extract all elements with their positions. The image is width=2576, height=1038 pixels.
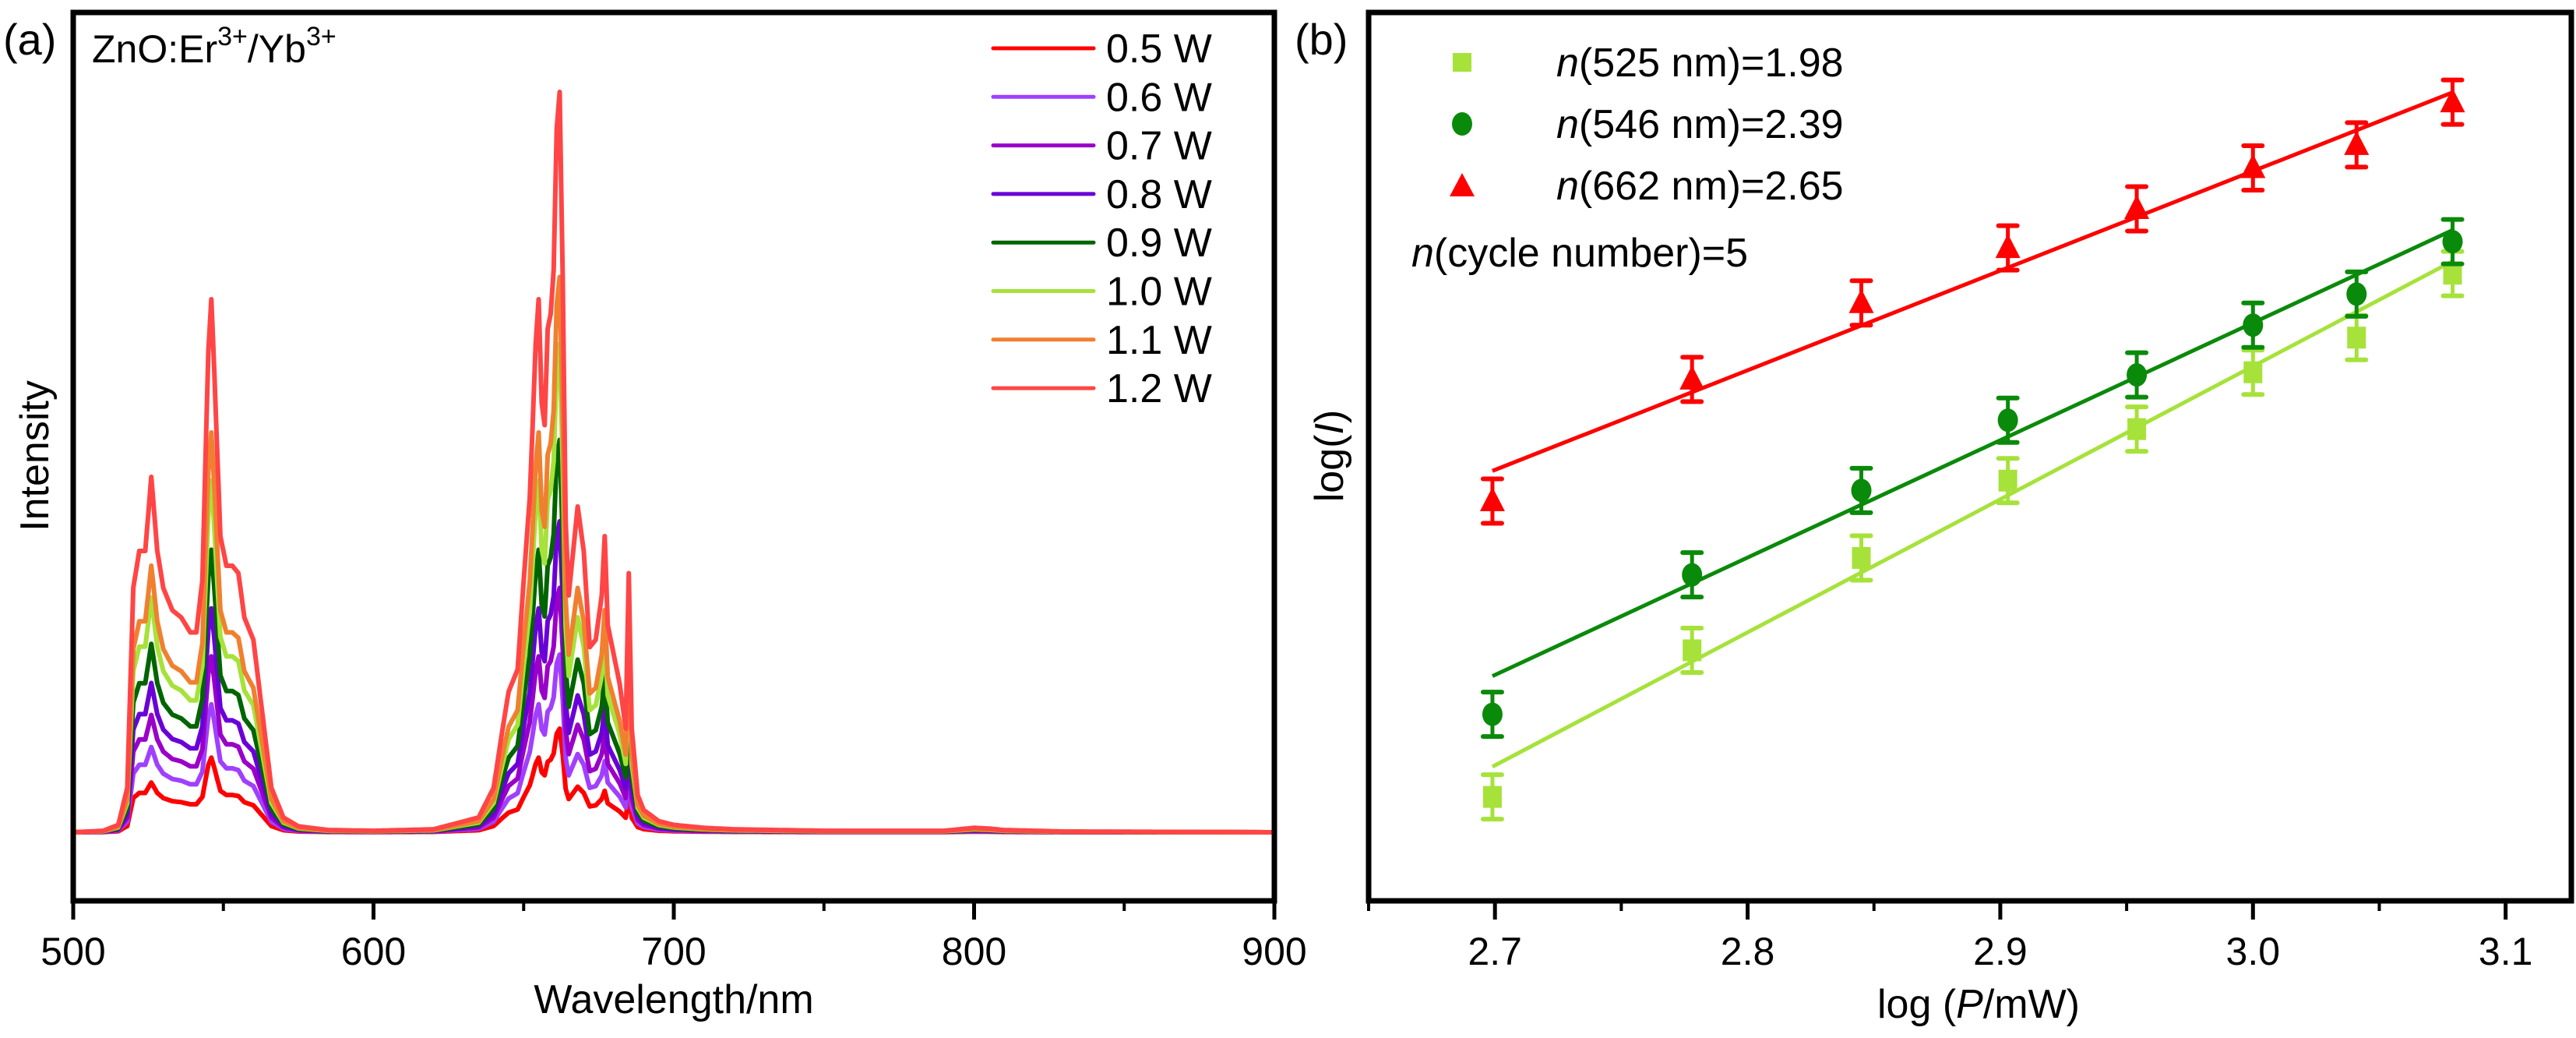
data-point-circle: [2440, 217, 2465, 267]
square-marker: [2127, 418, 2147, 440]
legend-label: 0.9 W: [1106, 221, 1212, 266]
data-point-circle: [2241, 300, 2265, 350]
panel-a-x-axis-title: Wavelength/nm: [534, 977, 813, 1022]
square-marker: [2243, 361, 2263, 383]
data-point-triangle: [2124, 184, 2150, 234]
data-point-triangle: [1679, 355, 1705, 404]
square-marker: [1482, 786, 1502, 808]
circle-marker: [2127, 363, 2148, 387]
triangle-marker: [1679, 365, 1705, 390]
x-tick-label: 800: [942, 930, 1006, 973]
panel-a-y-axis-title: Intensity: [12, 380, 58, 531]
data-point-square: [1996, 456, 2020, 506]
circle-marker: [1997, 408, 2018, 432]
triangle-marker: [2440, 88, 2465, 113]
data-point-triangle: [1479, 476, 1505, 526]
square-marker: [1852, 546, 1871, 569]
data-point-square: [2440, 249, 2465, 298]
legend-circle-icon: [1452, 112, 1472, 136]
fit-line-circle: [1491, 228, 2454, 678]
panel-b-data-points: [1479, 77, 2465, 822]
legend-label: n(525 nm)=1.98: [1556, 41, 1844, 86]
panel-a: (a) 500 600 700 800 900 ZnO:Er3+/Yb3+ 0.5 W0…: [3, 9, 1307, 1022]
circle-marker: [1682, 563, 1703, 587]
panel-b-tag: (b): [1295, 15, 1348, 64]
spectrum-line-0_5W: [72, 726, 1276, 835]
triangle-marker: [1479, 487, 1505, 511]
panel-b: (b) 2.7 2.8 2.9 3.0 3.1 n(525 nm)=1.98 n(546 …: [1295, 9, 2574, 1027]
panel-b-legend: n(525 nm)=1.98 n(546 nm)=2.39 n(662 nm)=2.…: [1450, 41, 1844, 209]
data-point-circle: [2345, 269, 2369, 319]
panel-b-x-axis-title: log (P/mW): [1877, 982, 2080, 1027]
triangle-marker: [2344, 130, 2370, 155]
x-tick-label: 2.8: [1721, 930, 1775, 973]
fit-line-square: [1491, 259, 2454, 769]
legend-label: 0.5 W: [1106, 26, 1212, 72]
square-marker: [1998, 469, 2017, 492]
legend-label: 1.1 W: [1106, 318, 1212, 363]
x-tick-label: 3.1: [2479, 930, 2533, 973]
data-point-triangle: [2440, 77, 2465, 127]
triangle-marker: [2240, 154, 2266, 178]
legend-label: 0.6 W: [1106, 75, 1212, 120]
circle-marker: [1851, 478, 1872, 503]
panel-a-legend: 0.5 W0.6 W0.7 W0.8 W0.9 W1.0 W1.1 W1.2 W: [991, 26, 1212, 411]
legend-triangle-icon: [1450, 173, 1475, 196]
circle-marker: [2243, 313, 2264, 337]
legend-square-icon: [1453, 53, 1471, 72]
legend-label: n(546 nm)=2.39: [1556, 102, 1844, 147]
data-point-circle: [2125, 350, 2149, 400]
x-tick-label: 700: [641, 930, 706, 973]
data-point-circle: [1849, 465, 1873, 515]
triangle-marker: [1995, 234, 2021, 259]
square-marker: [2443, 263, 2462, 285]
x-tick-label: 500: [41, 930, 105, 973]
circle-marker: [2442, 230, 2463, 254]
legend-label: 1.0 W: [1106, 270, 1212, 315]
x-tick-label: 3.0: [2226, 930, 2281, 973]
data-point-square: [1849, 533, 1873, 583]
x-tick-label: 2.9: [1973, 930, 2028, 973]
data-point-circle: [1996, 395, 2020, 445]
legend-label: 0.8 W: [1106, 172, 1212, 217]
x-tick-label: 600: [341, 930, 406, 973]
panel-b-x-ticks: 2.7 2.8 2.9 3.0 3.1: [1367, 901, 2533, 973]
data-point-square: [2241, 348, 2265, 397]
panel-a-x-ticks: 500 600 700 800 900: [41, 901, 1307, 973]
data-point-square: [1480, 772, 1504, 822]
data-point-triangle: [1848, 278, 1874, 328]
x-tick-label: 2.7: [1468, 930, 1522, 973]
spectrum-line-1_2W: [72, 90, 1276, 835]
panel-b-fit-lines: [1491, 90, 2454, 769]
triangle-marker: [2124, 194, 2150, 219]
triangle-marker: [1848, 288, 1874, 313]
sample-label: ZnO:Er3+/Yb3+: [92, 22, 337, 71]
legend-label: n(662 nm)=2.65: [1556, 164, 1844, 209]
data-point-triangle: [2240, 143, 2266, 192]
panel-b-frame: [1366, 9, 2574, 904]
x-tick-label: 900: [1242, 930, 1306, 973]
legend-label: 1.2 W: [1106, 366, 1212, 411]
panel-b-y-axis-title: log(I): [1307, 410, 1352, 503]
panel-a-tag: (a): [3, 15, 56, 64]
data-point-triangle: [2344, 120, 2370, 170]
panel-a-spectra: [72, 90, 1276, 835]
cycle-number-annotation: n(cycle number)=5: [1411, 231, 1748, 276]
data-point-square: [1680, 626, 1704, 676]
square-marker: [2347, 327, 2366, 349]
square-marker: [1683, 639, 1702, 662]
circle-marker: [1482, 702, 1503, 726]
data-point-square: [2125, 404, 2149, 454]
data-point-circle: [1480, 690, 1504, 740]
circle-marker: [2346, 282, 2367, 306]
legend-label: 0.7 W: [1106, 124, 1212, 169]
data-point-circle: [1680, 550, 1704, 600]
fit-line-triangle: [1492, 90, 2454, 473]
data-point-triangle: [1995, 223, 2021, 273]
data-point-square: [2345, 312, 2369, 362]
